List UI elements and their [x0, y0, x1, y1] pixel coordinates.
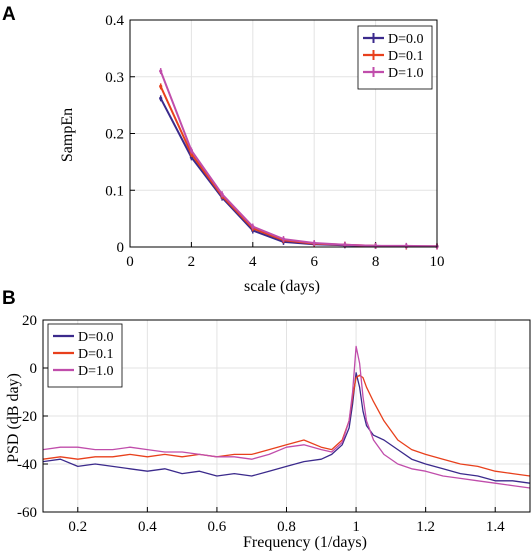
- axes-frame: [129, 19, 438, 248]
- y-tick-label: 20: [22, 313, 37, 329]
- data-point: [159, 84, 163, 88]
- x-tick-label: 1.4: [486, 519, 505, 535]
- y-tick-label: 0.2: [105, 127, 124, 143]
- x-tick-label: 0.4: [138, 519, 157, 535]
- data-point: [281, 237, 286, 241]
- chart-a: 0 2 4 6 8 10 0 0.1 0.2 0.3 0.4 D=0.0 D=0.1 D=1.0: [105, 13, 444, 270]
- chart-a-y-axis-label: SampEn: [59, 108, 76, 162]
- y-tick-label: 0.1: [105, 183, 124, 199]
- data-point: [220, 192, 224, 196]
- y-tick-label: -40: [17, 457, 37, 473]
- x-tick-label: 4: [249, 254, 257, 270]
- y-tick-label: 0: [117, 240, 125, 256]
- legend-box: [47, 323, 123, 388]
- x-tick-label: 0.2: [68, 519, 87, 535]
- legend-label-3: D=1.0: [78, 364, 114, 379]
- legend: D=0.0 D=0.1 D=1.0: [47, 323, 123, 388]
- x-tick-label: 6: [310, 254, 318, 270]
- data-point: [312, 241, 316, 245]
- series-line-1: [43, 372, 530, 484]
- x-tick-label: 10: [430, 254, 445, 270]
- x-tick-label: 8: [372, 254, 380, 270]
- chart-b-y-axis-label: PSD (dB day): [5, 373, 22, 463]
- y-tick-label: -60: [17, 505, 37, 521]
- data-point: [343, 243, 347, 247]
- y-tick-label: -20: [17, 409, 37, 425]
- data-point: [159, 69, 163, 73]
- axes-frame: [42, 319, 531, 513]
- data-point: [189, 148, 193, 153]
- chart-a-x-axis-label: scale (days): [244, 278, 320, 295]
- y-tick-label: 0.3: [105, 70, 124, 86]
- x-tick-label: 0.6: [208, 519, 227, 535]
- legend-label-2: D=0.1: [388, 49, 424, 64]
- chart-b-x-axis-label: Frequency (1/days): [243, 534, 367, 551]
- series-line-2: [43, 374, 530, 477]
- x-tick-label: 1: [352, 519, 360, 535]
- legend-label-3: D=1.0: [388, 66, 424, 81]
- x-tick-label: 2: [188, 254, 196, 270]
- panel-label-b: B: [2, 288, 16, 309]
- y-tick-label: 0: [30, 361, 38, 377]
- legend-box: [357, 25, 433, 90]
- legend-label-2: D=0.1: [78, 347, 114, 362]
- x-tick-label: 0: [126, 254, 134, 270]
- y-tick-label: 0.4: [105, 13, 124, 29]
- legend: D=0.0 D=0.1 D=1.0: [357, 25, 433, 90]
- data-point: [251, 224, 255, 229]
- x-tick-label: 1.2: [416, 519, 435, 535]
- chart-b: 0.2 0.4 0.6 0.8 1 1.2 1.4-60-40-20020D=0.0D=0.…: [17, 313, 531, 535]
- panel-label-a: A: [2, 4, 16, 25]
- series-line-3: [43, 345, 530, 489]
- series-line-3: [159, 70, 437, 247]
- legend-label-1: D=0.0: [78, 330, 114, 345]
- legend-label-1: D=0.0: [388, 32, 424, 47]
- data-point: [159, 96, 163, 100]
- x-tick-label: 0.8: [277, 519, 296, 535]
